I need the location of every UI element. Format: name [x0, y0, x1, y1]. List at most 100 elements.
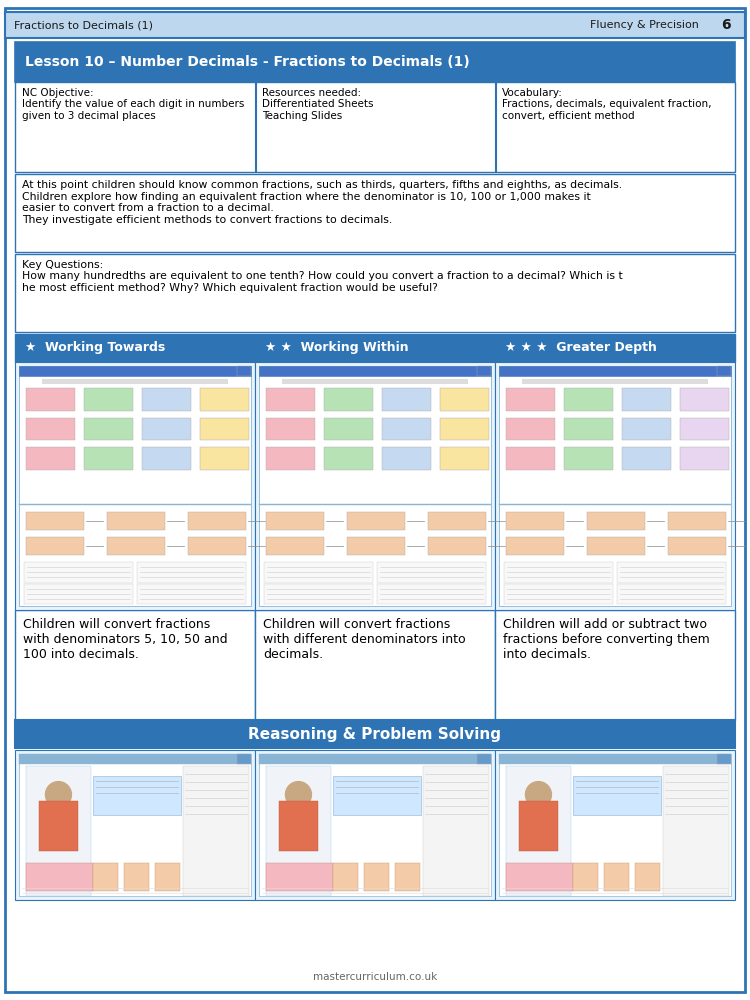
Bar [282, 379, 468, 384]
Bar [333, 776, 421, 815]
Bar [200, 447, 249, 470]
Bar [15, 720, 735, 748]
Bar [259, 754, 491, 764]
Text: Fractions to Decimals (1): Fractions to Decimals (1) [14, 20, 153, 30]
Bar [259, 366, 491, 376]
Bar [93, 776, 181, 815]
Bar [622, 418, 670, 440]
Text: At this point children should know common fractions, such as thirds, quarters, f: At this point children should know commo… [22, 180, 622, 225]
Bar [19, 366, 251, 606]
Bar [564, 388, 613, 411]
Bar [495, 750, 735, 900]
Bar [188, 537, 246, 555]
Bar [183, 766, 249, 896]
Bar [154, 863, 180, 891]
Bar [266, 512, 324, 530]
Bar [15, 174, 735, 252]
Bar [506, 537, 564, 555]
Bar [506, 447, 555, 470]
Text: Differentiated Sheets
Teaching Slides: Differentiated Sheets Teaching Slides [262, 99, 374, 121]
Bar [504, 562, 613, 583]
Bar [255, 610, 495, 720]
Text: Children will convert fractions
with different denominators into
decimals.: Children will convert fractions with dif… [263, 618, 466, 661]
Bar [382, 447, 430, 470]
Bar [255, 82, 256, 172]
Bar [5, 12, 745, 38]
Bar [266, 388, 315, 411]
Bar [264, 584, 373, 604]
Bar [15, 334, 255, 362]
Circle shape [286, 782, 311, 808]
Bar [255, 750, 495, 900]
Bar [24, 562, 133, 583]
Bar [15, 254, 735, 332]
Bar [324, 388, 373, 411]
Bar [717, 754, 731, 764]
Bar [499, 754, 731, 764]
Bar [495, 362, 735, 610]
Bar [26, 512, 84, 530]
Bar [573, 863, 598, 891]
Bar [564, 418, 613, 440]
Bar [26, 447, 75, 470]
Bar [15, 82, 735, 172]
Bar [15, 610, 255, 720]
Bar [324, 447, 373, 470]
Text: Vocabulary:: Vocabulary: [502, 88, 562, 98]
Text: Identify the value of each digit in numbers
given to 3 decimal places: Identify the value of each digit in numb… [22, 99, 244, 121]
Bar [499, 366, 731, 606]
Bar [39, 801, 78, 850]
Bar [477, 754, 491, 764]
Bar [200, 388, 249, 411]
Bar [26, 863, 93, 891]
Text: Children will convert fractions
with denominators 5, 10, 50 and
100 into decimal: Children will convert fractions with den… [23, 618, 228, 661]
Bar [84, 388, 133, 411]
Text: mastercurriculum.co.uk: mastercurriculum.co.uk [313, 972, 437, 982]
Bar [42, 379, 228, 384]
Bar [84, 447, 133, 470]
Bar [142, 418, 190, 440]
Bar [364, 863, 389, 891]
Bar [506, 388, 555, 411]
Bar [634, 863, 660, 891]
Bar [259, 366, 491, 606]
Bar [347, 512, 405, 530]
Text: ★  Working Towards: ★ Working Towards [25, 342, 165, 355]
Bar [237, 366, 251, 376]
Bar [188, 512, 246, 530]
Text: How many hundredths are equivalent to one tenth? How could you convert a fractio: How many hundredths are equivalent to on… [22, 271, 622, 293]
Bar [26, 766, 91, 896]
Text: ★ ★ ★  Greater Depth: ★ ★ ★ Greater Depth [505, 342, 657, 355]
Bar [266, 863, 333, 891]
Bar [617, 584, 726, 604]
Bar [142, 388, 190, 411]
Bar [19, 754, 251, 764]
Bar [84, 418, 133, 440]
Bar [440, 447, 489, 470]
Bar [382, 388, 430, 411]
Bar [428, 512, 486, 530]
Bar [522, 379, 708, 384]
Bar [668, 512, 726, 530]
Bar [440, 388, 489, 411]
Bar [668, 537, 726, 555]
Bar [663, 766, 729, 896]
Bar [266, 418, 315, 440]
Bar [255, 362, 495, 610]
Bar [499, 504, 731, 505]
Text: ★ ★  Working Within: ★ ★ Working Within [265, 342, 409, 355]
Bar [519, 801, 558, 850]
Bar [19, 754, 251, 896]
Bar [506, 863, 573, 891]
Text: Fractions, decimals, equivalent fraction,
convert, efficient method: Fractions, decimals, equivalent fraction… [502, 99, 712, 121]
Bar [504, 584, 613, 604]
Bar [573, 776, 661, 815]
Bar [15, 362, 255, 610]
Bar [266, 537, 324, 555]
Text: NC Objective:: NC Objective: [22, 88, 94, 98]
Bar [107, 512, 165, 530]
Bar [617, 562, 726, 583]
Text: Fluency & Precision: Fluency & Precision [590, 20, 699, 30]
Circle shape [46, 782, 71, 808]
Bar [107, 537, 165, 555]
